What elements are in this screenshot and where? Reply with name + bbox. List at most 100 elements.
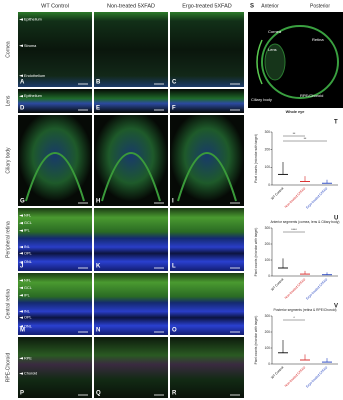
micrograph (18, 273, 92, 335)
panel-letter: J (20, 264, 23, 270)
micrograph (94, 337, 168, 398)
panel-letter: E (96, 106, 100, 112)
eye-label: Lens (268, 47, 277, 52)
layer-label: OPL (24, 251, 32, 255)
arrow (19, 74, 23, 77)
layer-label: INL (24, 245, 30, 249)
column-header: Non-treated 5XFAD (107, 3, 155, 9)
row-label: Central retina (5, 289, 11, 319)
panel-letter: S (250, 4, 254, 10)
arrow (19, 229, 23, 232)
layer-label: Stroma (24, 44, 37, 48)
lens-shape (264, 43, 286, 81)
significance-label: * (293, 316, 295, 320)
micrograph (94, 273, 168, 335)
tissue-fold (25, 152, 85, 202)
eye-direction: Anterior (261, 3, 279, 9)
x-tick-label: Non-treated 5XFAD (284, 365, 307, 388)
panel-letter: L (172, 264, 176, 270)
row-label: RPE-Choroid (5, 353, 11, 383)
arrow (19, 221, 23, 225)
layer-label: Epithelium (24, 18, 42, 22)
panel-letter: C (172, 80, 177, 86)
panel-letter: I (172, 199, 174, 205)
micrograph (94, 208, 168, 271)
cornea-shape (256, 39, 263, 85)
layer-label: NFL (24, 214, 31, 218)
arrow (19, 372, 23, 375)
tissue-fold (101, 152, 161, 202)
panel-letter: A (20, 80, 25, 86)
micrograph (94, 12, 168, 87)
y-tick-label: 200 (265, 330, 271, 334)
panel-letter: B (96, 80, 101, 86)
x-tick-label: WT Control (270, 277, 284, 291)
panel-letter: N (96, 328, 100, 334)
micrograph (18, 208, 92, 271)
micrograph (18, 12, 92, 87)
micrograph (170, 337, 244, 398)
eye-label: Retina (312, 37, 324, 42)
y-tick-label: 100 (265, 165, 271, 169)
panel-letter: G (20, 199, 25, 205)
micrograph (18, 337, 92, 398)
y-tick-label: 0 (268, 274, 270, 278)
micrograph (94, 115, 168, 206)
eye-image (248, 12, 343, 108)
arrow (19, 214, 23, 217)
panel-letter: F (172, 106, 176, 112)
layer-label: NFL (24, 278, 31, 282)
panel-letter: D (20, 106, 25, 112)
row-label: Ciliary body (5, 147, 11, 174)
y-tick-label: 300 (265, 226, 271, 230)
arrow (19, 245, 23, 249)
layer-label: GCL (24, 286, 32, 290)
micrograph (170, 89, 244, 113)
tissue-fold (177, 152, 237, 202)
panel-letter: K (96, 264, 101, 270)
y-tick-label: 0 (268, 183, 270, 187)
eye-outline (261, 25, 339, 99)
panel-letter: H (96, 199, 100, 205)
x-tick-label: WT Control (270, 186, 284, 200)
y-axis-label: Pixel counts (microbe with target) (254, 134, 258, 183)
significance-label: **** (291, 228, 297, 232)
panel-letter: U (334, 216, 338, 222)
eye-label: Ciliary body (251, 97, 272, 102)
x-tick-label: Ergo-treated 5XFAD (305, 186, 329, 210)
layer-label: OPL (24, 316, 32, 320)
panel-letter: O (172, 328, 177, 334)
arrow (19, 252, 23, 255)
column-header: Ergo-treated 5XFAD (182, 3, 232, 9)
eye-label: RPE/Choroid (300, 93, 323, 98)
micrograph (18, 115, 92, 206)
layer-label: IPL (24, 293, 30, 297)
x-tick-label: WT Control (270, 365, 284, 379)
y-tick-label: 0 (268, 362, 270, 366)
layer-label: INL (24, 309, 30, 313)
arrow (19, 310, 23, 313)
arrow (19, 95, 23, 98)
layer-label: ONL (24, 324, 32, 328)
micrograph (170, 12, 244, 87)
x-tick-label: Non-treated 5XFAD (284, 277, 307, 300)
column-header: WT Control (41, 3, 69, 9)
arrow (19, 44, 23, 47)
row-label: Peripheral retina (5, 221, 11, 258)
x-tick-label: Ergo-treated 5XFAD (305, 277, 329, 301)
layer-label: Epithelium (24, 94, 42, 98)
y-axis-label: Pixel counts (microbe with target) (254, 316, 258, 365)
micrograph (170, 208, 244, 271)
arrow (19, 316, 23, 319)
y-tick-label: 200 (265, 148, 271, 152)
arrow (19, 357, 23, 360)
arrow (19, 18, 23, 21)
eye-label: Cornea (268, 29, 282, 34)
significance-label: ** (293, 132, 296, 136)
x-tick-label: Non-treated 5XFAD (284, 186, 307, 209)
panel-letter: R (172, 391, 177, 397)
layer-label: RPE (24, 356, 32, 360)
arrow (19, 325, 23, 328)
y-tick-label: 100 (265, 258, 271, 262)
